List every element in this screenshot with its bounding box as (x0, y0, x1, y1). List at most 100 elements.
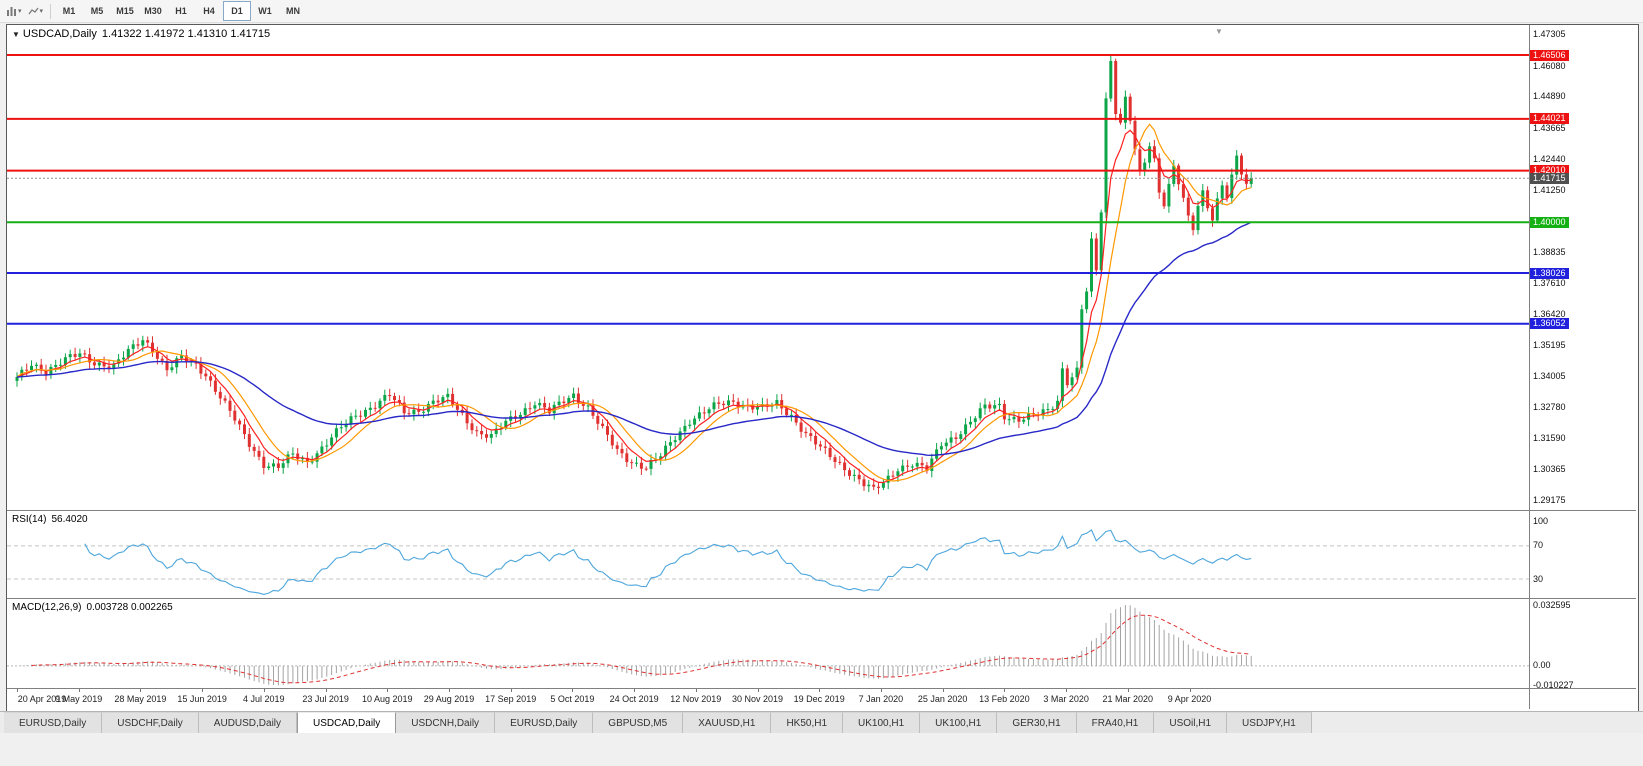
macd-panel[interactable]: MACD(12,26,9) 0.003728 0.002265 0.032595 0… (7, 599, 1636, 689)
time-label: 28 May 2019 (114, 694, 167, 704)
timeframe-button-m30[interactable]: M30 (144, 6, 162, 16)
time-tick (1004, 689, 1006, 692)
price-tick: 1.46080 (1533, 60, 1566, 71)
price-tick: 1.30365 (1533, 464, 1566, 475)
time-tick (634, 689, 636, 692)
timeframe-button-mn[interactable]: MN (286, 6, 301, 16)
time-tick (757, 689, 759, 692)
price-badge-1.42010: 1.42010 (1530, 165, 1569, 177)
price-axis[interactable]: 1.47305 1.46080 1.44890 1.43665 1.42440 1.412… (1530, 25, 1636, 510)
chart-tab-audusd-daily[interactable]: AUDUSD,Daily (198, 712, 298, 733)
time-label: 29 Aug 2019 (423, 694, 475, 704)
time-tick (1066, 689, 1068, 692)
time-tick (1127, 689, 1129, 692)
time-label: 30 Nov 2019 (731, 694, 784, 704)
time-label: 13 Feb 2020 (979, 694, 1030, 704)
chart-tab-gbpusd-m5[interactable]: GBPUSD,M5 (593, 712, 684, 733)
price-tick: 1.31590 (1533, 432, 1566, 443)
dropdown-caret-icon: ▾ (18, 7, 22, 15)
price-tick: 1.37610 (1533, 278, 1566, 289)
one-click-trading-icon[interactable]: ▼ (12, 30, 20, 39)
rsi-title: RSI(14) 56.4020 (12, 514, 88, 525)
chart-tab-usdcad-daily[interactable]: USDCAD,Daily (297, 712, 397, 733)
time-label: 9 Apr 2020 (1167, 694, 1212, 704)
rsi-name: RSI(14) (12, 514, 47, 525)
chart-shift-marker-icon[interactable]: ▼ (1215, 27, 1223, 36)
chart-tab-ger30-h1[interactable]: GER30,H1 (997, 712, 1077, 733)
time-tick (387, 689, 389, 692)
price-tick: 1.44890 (1533, 91, 1566, 102)
line-tools-icon[interactable]: ▾ (25, 2, 47, 20)
chart-title: ▼ USDCAD,Daily 1.41322 1.41972 1.41310 1.4… (12, 28, 270, 40)
chart-tab-usoil-h1[interactable]: USOil,H1 (1154, 712, 1228, 733)
time-label: 17 Sep 2019 (485, 694, 537, 704)
time-label: 24 Oct 2019 (609, 694, 659, 704)
chart-tab-bar: EURUSD,Daily USDCHF,Daily AUDUSD,Daily USDC… (0, 711, 1643, 733)
chart-symbol-period: USDCAD,Daily (22, 28, 97, 40)
price-tick: 1.42440 (1533, 154, 1566, 164)
chart-type-icon[interactable]: ▾ (3, 2, 25, 20)
rsi-axis: 100 70 30 (1530, 511, 1636, 598)
time-tick (17, 689, 18, 692)
time-label: 5 Oct 2019 (550, 694, 595, 704)
rsi-level-30: 30 (1533, 573, 1544, 584)
time-tick (325, 689, 327, 692)
chart-ohlc-values: 1.41322 1.41972 1.41310 1.41715 (101, 28, 271, 40)
chart-tab-xauusd-h1[interactable]: XAUUSD,H1 (683, 712, 772, 733)
time-tick (78, 689, 80, 692)
timeframe-button-d1[interactable]: D1 (223, 1, 252, 21)
chart-tab-uk100-h1[interactable]: UK100,H1 (920, 712, 998, 733)
time-label: 3 Mar 2020 (1043, 694, 1089, 704)
price-tick: 1.36420 (1533, 308, 1566, 319)
time-tick (140, 689, 142, 692)
time-tick (695, 689, 697, 692)
time-label: 20 Apr 2019 (17, 694, 67, 704)
price-tick: 1.29175 (1533, 494, 1566, 505)
price-tick: 1.47305 (1533, 29, 1566, 39)
toolbar-separator (50, 3, 52, 19)
main-chart-panel[interactable]: ▼ USDCAD,Daily 1.41322 1.41972 1.41310 1.4… (7, 25, 1636, 511)
time-label: 23 Jul 2019 (302, 694, 349, 704)
line-chart-glyph (27, 7, 39, 14)
time-tick (263, 689, 265, 692)
price-badge-1.46506: 1.46506 (1530, 49, 1569, 61)
chart-tab-eurusd-daily[interactable]: EURUSD,Daily (495, 712, 594, 733)
price-tick: 1.43665 (1533, 122, 1566, 133)
rsi-plot[interactable] (7, 511, 1529, 598)
time-tick (572, 689, 574, 692)
macd-level-0.032595: 0.032595 (1533, 599, 1571, 610)
time-tick (202, 689, 204, 692)
axis-separator-line (1529, 25, 1530, 709)
time-axis[interactable]: 20 Apr 2019 9 May 2019 28 May 2019 15 Jun 2… (7, 689, 1636, 709)
chart-tab-hk50-h1[interactable]: HK50,H1 (771, 712, 844, 733)
chart-tab-usdcnh-daily[interactable]: USDCNH,Daily (396, 712, 496, 733)
timeframe-button-m5[interactable]: M5 (90, 6, 104, 16)
time-tick (1189, 689, 1191, 692)
candlestick-plot[interactable] (7, 25, 1529, 510)
macd-plot[interactable] (7, 599, 1529, 688)
timeframe-button-h1[interactable]: H1 (175, 6, 187, 16)
chart-tab-usdjpy-h1[interactable]: USDJPY,H1 (1227, 712, 1312, 733)
chart-tab-fra40-h1[interactable]: FRA40,H1 (1076, 712, 1155, 733)
rsi-panel[interactable]: RSI(14) 56.4020 100 70 30 (7, 511, 1636, 599)
time-label: 12 Nov 2019 (670, 694, 722, 704)
time-tick (510, 689, 512, 692)
chart-tab-uk100-h1[interactable]: UK100,H1 (843, 712, 921, 733)
timeframe-button-h4[interactable]: H4 (203, 6, 215, 16)
time-label: 25 Jan 2020 (917, 694, 968, 704)
price-tick: 1.34005 (1533, 370, 1566, 381)
time-tick (880, 689, 882, 692)
time-label: 10 Aug 2019 (362, 694, 413, 704)
timeframe-button-m1[interactable]: M1 (62, 6, 76, 16)
time-label: 19 Dec 2019 (793, 694, 845, 704)
price-tick: 1.32780 (1533, 402, 1566, 413)
price-badge-1.41715: 1.41715 (1530, 172, 1569, 184)
timeframe-button-m15[interactable]: M15 (116, 6, 134, 16)
time-label: 21 Mar 2020 (1102, 694, 1154, 704)
chart-tab-usdchf-daily[interactable]: USDCHF,Daily (102, 712, 199, 733)
price-badge-1.36052: 1.36052 (1530, 318, 1569, 330)
chart-tab-eurusd-daily[interactable]: EURUSD,Daily (4, 712, 103, 733)
chart-window: ▼ USDCAD,Daily 1.41322 1.41972 1.41310 1.4… (6, 24, 1639, 712)
timeframe-button-w1[interactable]: W1 (258, 6, 272, 16)
rsi-level-70: 70 (1533, 540, 1544, 551)
